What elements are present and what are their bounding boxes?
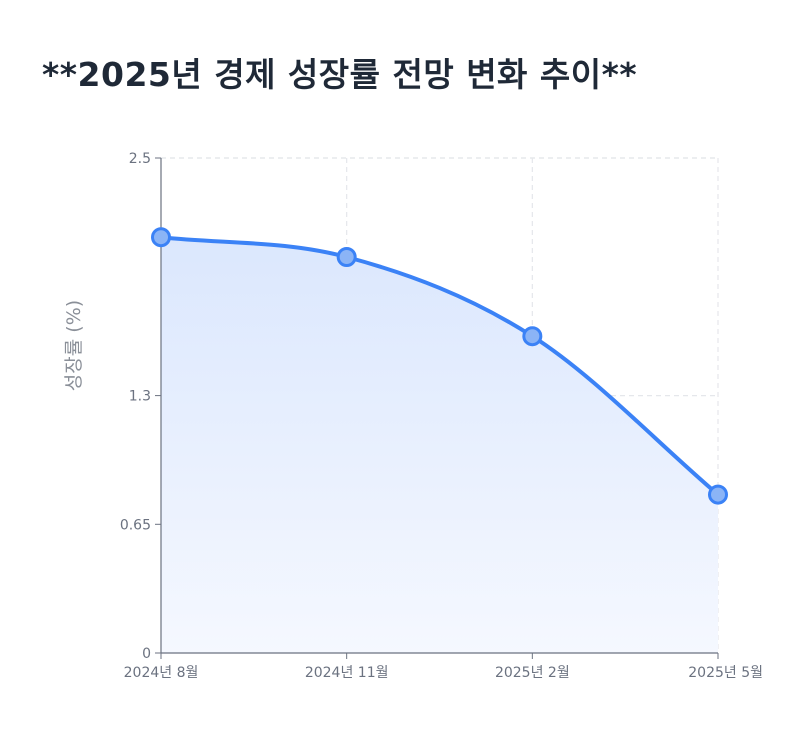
x-tick-label: 2024년 11월 [305, 665, 389, 681]
y-axis-label: 성장률 (%) [63, 300, 85, 391]
y-tick-label: 1.3 [129, 389, 151, 405]
x-tick-label: 2025년 5월 [688, 665, 763, 681]
x-tick-label: 2024년 8월 [124, 665, 199, 681]
data-point[interactable] [151, 227, 171, 248]
data-point[interactable] [522, 326, 543, 347]
x-tick-label: 2025년 2월 [495, 665, 570, 681]
chart-title: **2025년 경제 성장률 전망 변화 추이** [42, 55, 638, 94]
data-points [151, 227, 728, 505]
area-fill [161, 237, 718, 653]
data-point[interactable] [708, 484, 728, 505]
y-tick-label: 0.65 [120, 517, 151, 533]
data-point[interactable] [336, 247, 357, 267]
y-tick-label: 0 [142, 646, 151, 662]
tick-labels: 0 0.65 1.3 2.5 2024년 8월 2024년 11월 2025년 2월 2025… [120, 151, 763, 681]
series-line [159, 235, 720, 497]
y-tick-label: 2.5 [129, 151, 151, 167]
